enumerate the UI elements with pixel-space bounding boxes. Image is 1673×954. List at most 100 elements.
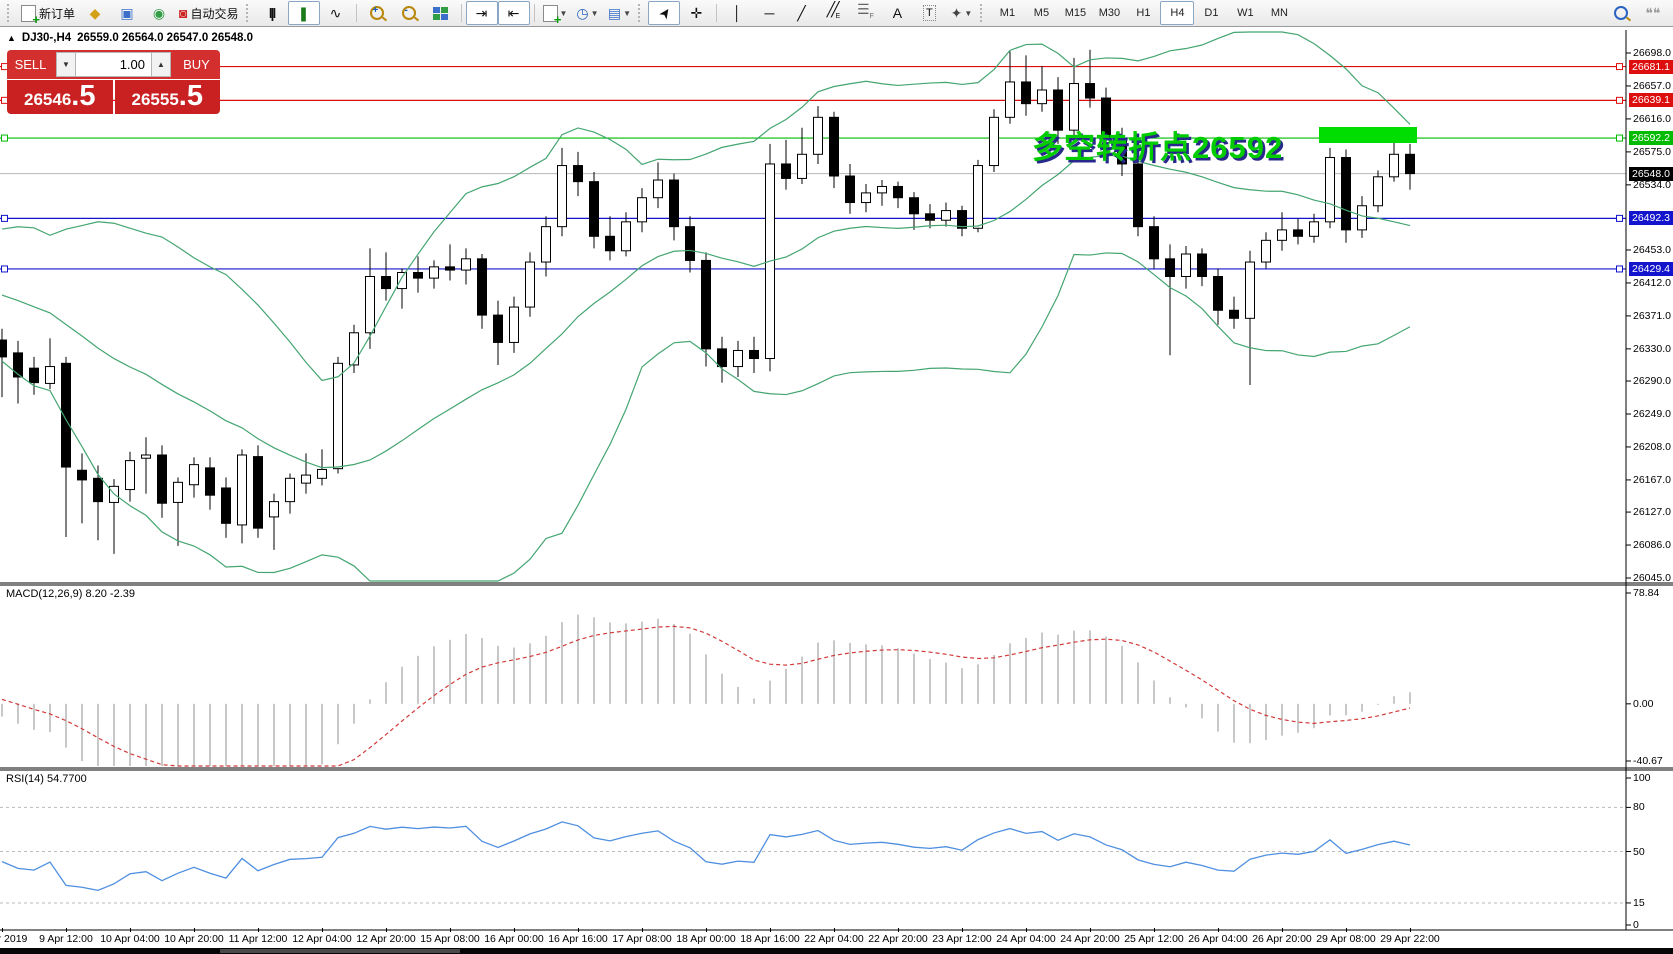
bull-candle-body <box>1309 221 1319 237</box>
bear-candle-body <box>925 213 935 221</box>
market-watch-button[interactable]: ▣ <box>111 1 143 25</box>
buy-button[interactable]: BUY <box>173 50 220 79</box>
price-axis-tick-label: 26412.0 <box>1633 276 1671 289</box>
dropdown-arrow-icon: ▼ <box>559 8 568 18</box>
timeframe-button-m1[interactable]: M1 <box>999 7 1016 19</box>
toolbar-separator <box>460 4 462 22</box>
auto-trading-icon: ◙ <box>179 5 188 21</box>
trendline-tool-button[interactable]: ╱ <box>785 1 817 25</box>
bull-candle-body <box>317 468 327 479</box>
bull-candle-body <box>1373 176 1383 207</box>
line-end-marker <box>1 214 8 222</box>
signals-button[interactable]: ◉ <box>143 1 175 25</box>
chart-shift-icon: ⇤ <box>507 5 520 21</box>
bull-candle-body <box>733 349 743 368</box>
bear-candle-body <box>1021 81 1031 105</box>
sell-button[interactable]: SELL <box>7 50 54 79</box>
auto-trading-button[interactable]: ◙ 自动交易 <box>179 5 239 21</box>
templates-button[interactable]: ▤ ▼ <box>603 1 635 25</box>
buy-price-button[interactable]: 26555.5 <box>114 80 220 114</box>
price-level-flag: 26592.2 <box>1629 131 1673 146</box>
time-axis-label: 12 Apr 04:00 <box>292 933 352 945</box>
zoom-out-button[interactable]: - <box>393 1 425 25</box>
bottom-scrollbar-track[interactable] <box>0 948 1673 954</box>
channel-tool-button[interactable]: ╱╱E <box>817 1 849 25</box>
timeframe-button-m30[interactable]: M30 <box>1098 7 1121 19</box>
timeframe-button-mn[interactable]: MN <box>1270 7 1288 19</box>
time-axis-tick <box>130 928 131 932</box>
timeframe-button-m15[interactable]: M15 <box>1064 7 1087 19</box>
timeframe-button-m5[interactable]: M5 <box>1033 7 1050 19</box>
periods-button[interactable]: ◷ ▼ <box>571 1 603 25</box>
sell-price-button[interactable]: 26546.5 <box>7 80 113 114</box>
bar-chart-button[interactable]: ǀ|ǀ <box>256 1 288 25</box>
bull-candle-body <box>397 271 407 290</box>
cursor-tool-button[interactable]: ➤ <box>648 1 681 25</box>
bear-candle-body <box>221 487 231 524</box>
vertical-line-tool-button[interactable]: │ <box>721 1 753 25</box>
candlestick-chart-button[interactable]: ❚ <box>287 1 320 25</box>
line-end-marker <box>1 265 8 273</box>
bear-candle-body <box>893 185 903 199</box>
price-chart-canvas[interactable] <box>0 27 1673 954</box>
chat-icon: ❝❝ <box>1645 5 1661 21</box>
time-axis-tick <box>1410 928 1411 932</box>
bull-candle-body <box>45 366 55 384</box>
bull-candle-body <box>333 362 343 470</box>
zoom-in-button[interactable]: + <box>361 1 393 25</box>
bar-chart-icon: ǀ|ǀ <box>268 5 277 21</box>
bull-candle-body <box>1357 205 1367 231</box>
price-axis-tick-label: 26453.0 <box>1633 243 1671 256</box>
volume-decrease-button[interactable]: ▼ <box>56 52 76 77</box>
toolbar-separator <box>355 4 357 22</box>
bull-candle-body <box>509 306 519 343</box>
shapes-tool-button[interactable]: ✦ ▼ <box>945 1 977 25</box>
text-tool-button[interactable]: A <box>881 1 913 25</box>
rsi-line <box>1 821 1411 892</box>
volume-increase-button[interactable]: ▲ <box>151 52 171 77</box>
price-axis-tick-label: 26249.0 <box>1633 407 1671 420</box>
time-axis-tick <box>2 928 3 932</box>
trendline-icon: ╱ <box>797 5 806 21</box>
bull-candle-body <box>1005 81 1015 118</box>
line-chart-button[interactable]: ∿ <box>320 1 352 25</box>
fibonacci-tool-button[interactable]: ☰F <box>849 1 881 25</box>
chart-shift-button[interactable]: ⇤ <box>497 1 530 25</box>
time-axis-label: 16 Apr 00:00 <box>484 933 544 945</box>
bear-candle-body <box>157 454 167 504</box>
text-label-icon: T <box>923 5 936 21</box>
ingot-button[interactable]: ◆ <box>79 1 111 25</box>
bear-candle-body <box>93 477 103 503</box>
timeframe-button-h1[interactable]: H1 <box>1136 7 1151 19</box>
tile-windows-button[interactable] <box>425 1 457 25</box>
candlestick-chart-icon: ❚ <box>297 5 310 21</box>
collapse-arrow-icon[interactable]: ▲ <box>7 33 16 43</box>
auto-scroll-button[interactable]: ⇥ <box>465 1 498 25</box>
new-order-button[interactable]: + 新订单 <box>17 1 79 26</box>
volume-input[interactable] <box>76 52 151 77</box>
bull-candle-body <box>1389 153 1399 178</box>
search-button[interactable] <box>1605 1 1637 25</box>
label-tool-button[interactable]: T <box>913 1 945 25</box>
bollinger-middle-band <box>1 154 1411 469</box>
bull-candle-body <box>1261 239 1271 263</box>
new-order-icon: + <box>21 4 40 26</box>
bottom-scrollbar-thumb[interactable] <box>220 949 460 953</box>
bear-candle-body <box>845 175 855 204</box>
bear-candle-body <box>1229 309 1239 319</box>
ingot-icon: ◆ <box>89 5 101 21</box>
timeframe-button-d1[interactable]: D1 <box>1204 7 1219 19</box>
line-end-marker <box>1616 214 1623 222</box>
timeframe-button-h4[interactable]: H4 <box>1160 1 1195 25</box>
time-axis-label: 10 Apr 20:00 <box>164 933 224 945</box>
bear-candle-body <box>1085 83 1095 99</box>
price-axis-tick-label: 26086.0 <box>1633 539 1671 552</box>
chart-ohlc-values: 26559.0 26564.0 26547.0 26548.0 <box>77 32 254 44</box>
bear-candle-body <box>13 352 23 378</box>
chat-button[interactable]: ❝❝ <box>1637 1 1669 25</box>
horizontal-line-tool-button[interactable]: ─ <box>753 1 785 25</box>
indicators-button[interactable]: + ▼ <box>539 1 572 26</box>
crosshair-tool-button[interactable]: ✛ <box>680 1 712 25</box>
timeframe-button-w1[interactable]: W1 <box>1237 7 1254 19</box>
macd-signal-line <box>1 625 1411 767</box>
